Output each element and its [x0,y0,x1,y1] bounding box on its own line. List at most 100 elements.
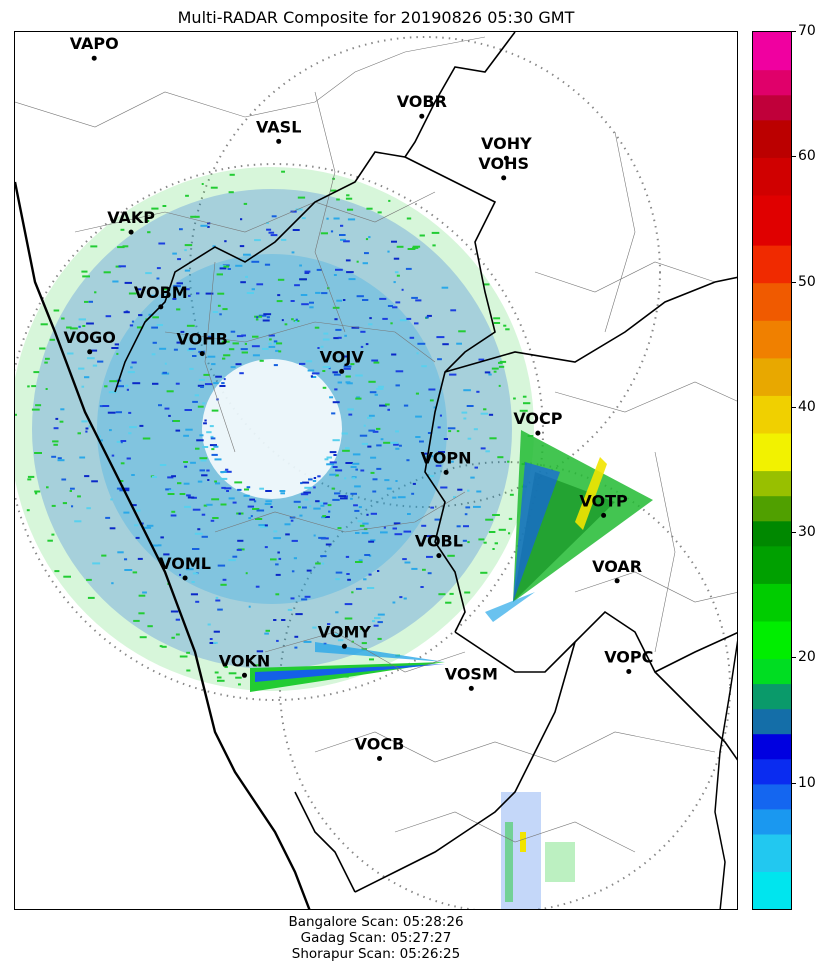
echo-speckle [53,427,59,430]
echo-speckle [232,555,238,558]
echo-speckle [172,420,180,422]
echo-speckle [357,520,363,523]
echo-speckle [158,242,166,245]
echo-speckle [161,288,168,291]
echo-speckle [345,375,351,378]
echo-speckle [294,284,300,287]
echo-speckle [201,566,205,569]
echo-speckle [341,432,348,435]
echo-speckle [77,432,81,435]
echo-speckle [159,347,167,350]
echo-speckle [461,411,468,414]
echo-speckle [301,303,309,306]
echo-speckle [236,335,244,338]
echo-speckle [91,480,98,483]
echo-speckle [287,608,293,611]
echo-speckle [207,479,210,481]
echo-speckle [185,428,193,431]
echo-speckle [344,355,348,358]
echo-speckle [235,676,242,679]
echo-speckle [427,432,433,434]
echo-speckle [304,595,311,598]
echo-speckle [213,641,218,644]
colorbar-segment [753,395,791,434]
echo-speckle [243,202,248,205]
echo-speckle [92,364,98,367]
echo-speckle [138,594,146,597]
echo-speckle [488,373,492,376]
echo-speckle [184,505,191,508]
echo-speckle [387,250,390,253]
echo-speckle [396,274,400,277]
echo-speckle [158,404,162,407]
echo-speckle [189,367,194,370]
echo-speckle [259,359,264,362]
echo-speckle [151,207,159,210]
echo-speckle [184,269,191,272]
echo-speckle [252,508,260,510]
echo-speckle [201,474,208,477]
echo-speckle [334,388,338,391]
echo-speckle [264,503,272,505]
echo-speckle [137,557,143,560]
echo-speckle [192,355,197,357]
echo-speckles [15,170,534,686]
echo-speckle [290,597,295,600]
echo-speckle [217,564,226,567]
echo-speckle [347,208,354,211]
station-dot [614,578,620,584]
colorbar-tick-label: 70 [798,23,816,39]
echo-speckle [358,506,362,509]
echo-speckle [426,555,433,558]
echo-speckle [148,313,154,316]
echo-speckle [338,495,346,498]
echo-speckle [352,453,361,456]
echo-speckle [392,527,397,530]
echo-speckle [419,234,425,237]
station-dot [182,575,188,581]
echo-speckle [166,390,174,393]
echo-speckle [382,317,388,320]
echo-speckle [304,270,311,273]
echo-speckle [440,486,448,489]
echo-speckle [324,458,329,461]
echo-speckle [354,509,360,512]
echo-speckle [275,593,280,596]
echo-speckle [35,404,42,407]
echo-speckle [350,363,355,366]
echo-speckle [356,295,364,298]
echo-speckle [279,490,286,492]
echo-speckle [335,578,340,581]
echo-speckle [211,498,220,501]
echo-speckle [219,265,227,268]
echo-speckle [383,526,386,529]
echo-speckle [463,417,467,420]
echo-speckle [425,316,429,319]
echo-speckle [229,173,235,176]
echo-speckle [340,224,344,227]
echo-speckle [234,481,243,484]
echo-speckle [215,599,221,602]
echo-speckle [249,498,255,501]
echo-speckle [222,357,226,360]
echo-speckle [293,500,301,503]
echo-speckle [432,244,436,247]
echo-speckle [289,516,296,519]
echo-speckle [300,482,303,485]
echo-speckle [377,613,385,616]
station-vohb: VOHB [177,330,228,357]
echo-speckle [368,236,371,239]
echo-speckle [447,427,456,430]
echo-speckle [194,532,203,535]
station-label: VOGO [63,328,115,347]
echo-speckle [203,373,210,376]
echo-speckle [70,487,75,490]
echo-speckle [116,440,121,443]
echo-speckle [268,342,272,345]
echo-speckle [303,491,311,494]
echo-speckle [476,390,480,393]
echo-speckle [419,440,424,443]
colorbar-tick-label: 50 [798,273,816,290]
echo-speckle [203,504,208,507]
echo-speckle [220,471,227,473]
